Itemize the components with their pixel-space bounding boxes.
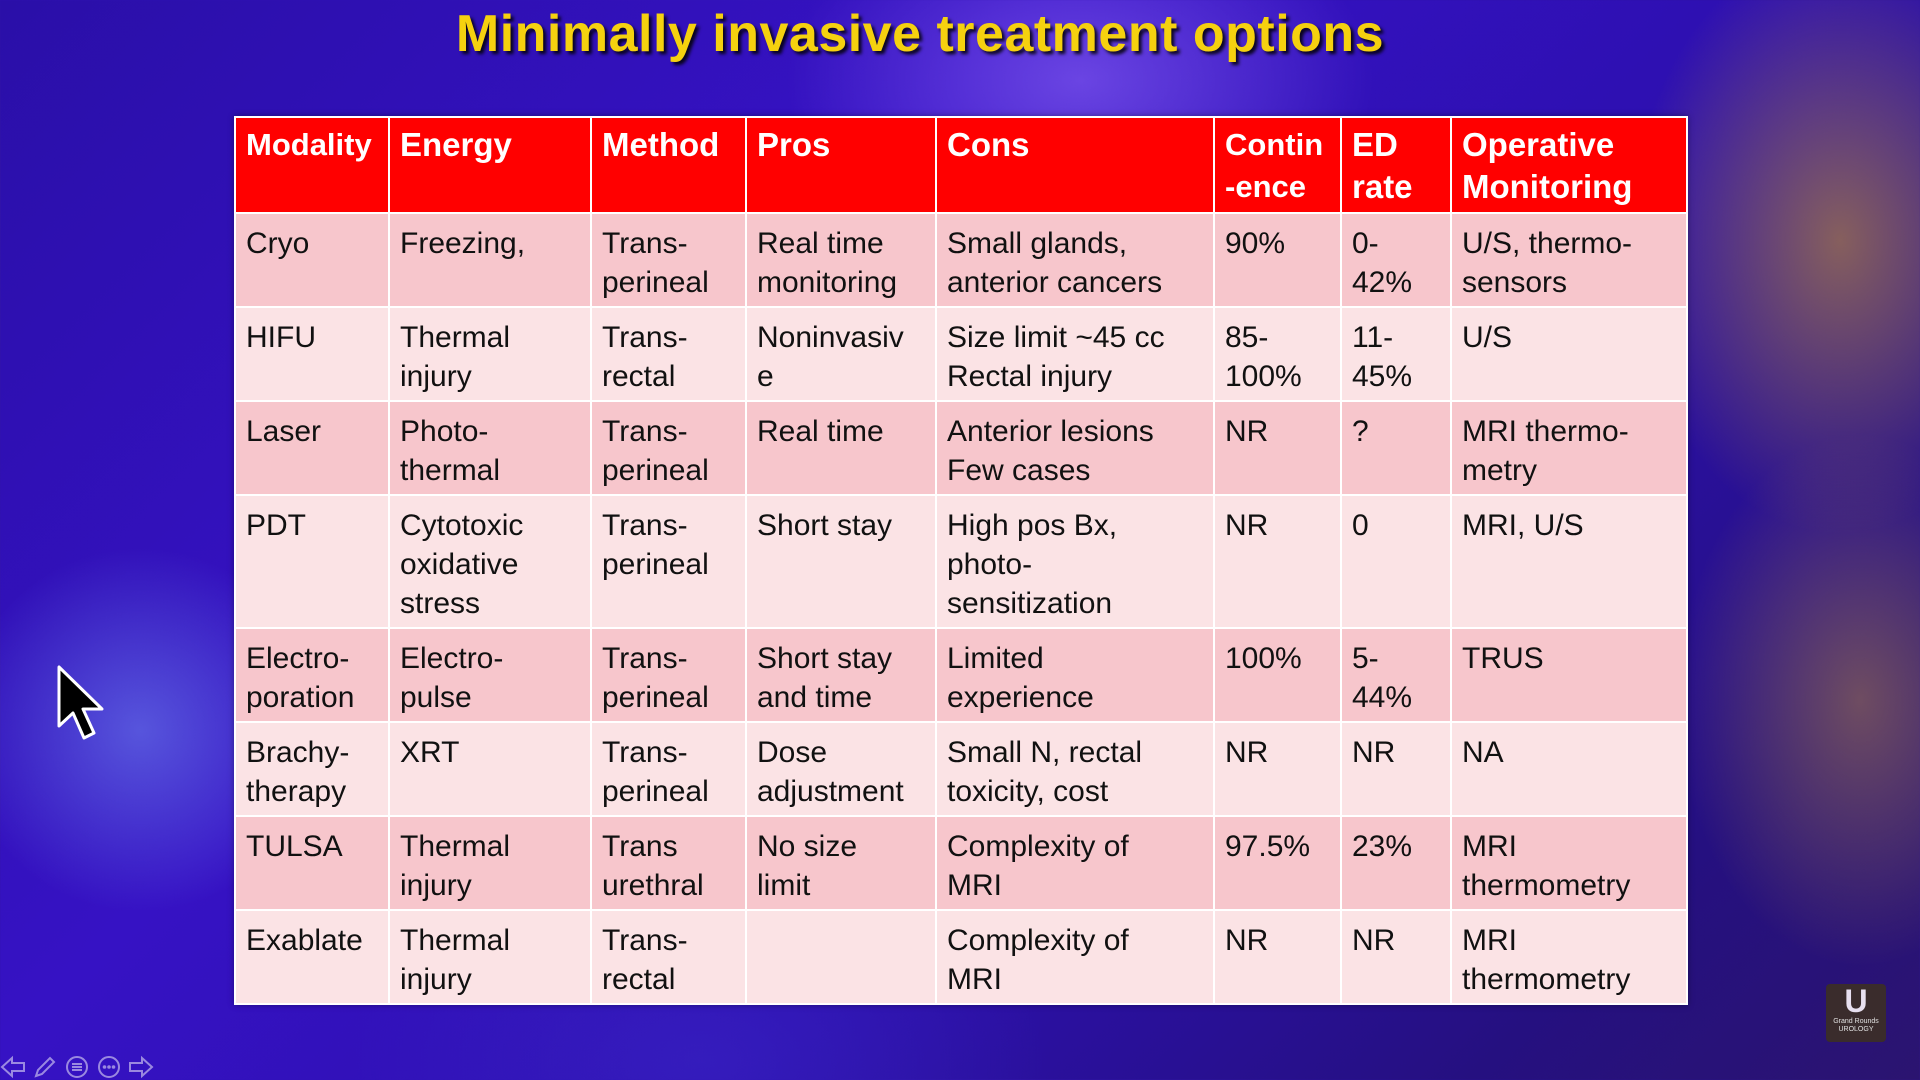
cell-operative-monitoring: MRI, U/S bbox=[1450, 494, 1688, 629]
header-operative-monitoring: Operative Monitoring bbox=[1450, 116, 1688, 214]
cell-energy: XRT bbox=[388, 721, 592, 817]
back-arrow-icon[interactable] bbox=[0, 1054, 26, 1080]
table-header-row: Modality Energy Method Pros Cons Contin … bbox=[234, 116, 1688, 214]
cell-pros: Short stay bbox=[745, 494, 937, 629]
menu-icon[interactable] bbox=[64, 1054, 90, 1080]
table-row: PDT Cytotoxic oxidative stress Trans- peri… bbox=[234, 494, 1688, 629]
cell-pros: No size limit bbox=[745, 815, 937, 911]
slide-title: Minimally invasive treatment options bbox=[455, 5, 1385, 63]
slideshow-nav-bar bbox=[0, 1054, 154, 1080]
table-row: Cryo Freezing, Trans- perineal Real time mo… bbox=[234, 212, 1688, 308]
cell-operative-monitoring: TRUS bbox=[1450, 627, 1688, 723]
header-pros: Pros bbox=[745, 116, 937, 214]
header-energy: Energy bbox=[388, 116, 592, 214]
cell-cons: Size limit ~45 cc Rectal injury bbox=[935, 306, 1215, 402]
options-icon[interactable] bbox=[96, 1054, 122, 1080]
cell-energy: Photo- thermal bbox=[388, 400, 592, 496]
treatment-options-table: Modality Energy Method Pros Cons Contin … bbox=[234, 116, 1688, 1005]
cell-operative-monitoring: U/S, thermo- sensors bbox=[1450, 212, 1688, 308]
urology-logo: U Grand Rounds UROLOGY bbox=[1826, 984, 1886, 1042]
cell-continence: 90% bbox=[1213, 212, 1342, 308]
cell-continence: 100% bbox=[1213, 627, 1342, 723]
cell-operative-monitoring: U/S bbox=[1450, 306, 1688, 402]
cell-continence: NR bbox=[1213, 909, 1342, 1005]
cell-energy: Cytotoxic oxidative stress bbox=[388, 494, 592, 629]
cell-ed-rate: NR bbox=[1340, 721, 1452, 817]
cell-continence: NR bbox=[1213, 400, 1342, 496]
cell-cons: Complexity of MRI bbox=[935, 815, 1215, 911]
cell-pros: Noninvasiv e bbox=[745, 306, 937, 402]
cell-modality: Exablate bbox=[234, 909, 390, 1005]
cell-modality: Laser bbox=[234, 400, 390, 496]
cell-continence: NR bbox=[1213, 721, 1342, 817]
cell-cons: Anterior lesions Few cases bbox=[935, 400, 1215, 496]
cell-method: Trans- perineal bbox=[590, 212, 747, 308]
cell-operative-monitoring: MRI thermometry bbox=[1450, 909, 1688, 1005]
table-row: Laser Photo- thermal Trans- perineal Real t… bbox=[234, 400, 1688, 496]
table-row: Exablate Thermal injury Trans- rectal Compl… bbox=[234, 909, 1688, 1005]
table-row: TULSA Thermal injury Trans urethral No size… bbox=[234, 815, 1688, 911]
cell-continence: 97.5% bbox=[1213, 815, 1342, 911]
cell-method: Trans- perineal bbox=[590, 494, 747, 629]
cell-continence: 85- 100% bbox=[1213, 306, 1342, 402]
cell-modality: Cryo bbox=[234, 212, 390, 308]
table-body: Cryo Freezing, Trans- perineal Real time mo… bbox=[234, 212, 1688, 1005]
logo-letter: U bbox=[1844, 983, 1868, 1019]
cell-cons: Complexity of MRI bbox=[935, 909, 1215, 1005]
cell-ed-rate: ? bbox=[1340, 400, 1452, 496]
cell-operative-monitoring: MRI thermo- metry bbox=[1450, 400, 1688, 496]
mouse-pointer-icon bbox=[57, 665, 104, 740]
table-row: HIFU Thermal injury Trans- rectal Noninvasi… bbox=[234, 306, 1688, 402]
cell-modality: TULSA bbox=[234, 815, 390, 911]
forward-arrow-icon[interactable] bbox=[128, 1054, 154, 1080]
cell-method: Trans- perineal bbox=[590, 400, 747, 496]
cell-pros: Real time monitoring bbox=[745, 212, 937, 308]
cell-cons: Small N, rectal toxicity, cost bbox=[935, 721, 1215, 817]
cell-method: Trans- perineal bbox=[590, 721, 747, 817]
cell-modality: HIFU bbox=[234, 306, 390, 402]
cell-pros: Dose adjustment bbox=[745, 721, 937, 817]
table-row: Electro- poration Electro- pulse Trans- pe… bbox=[234, 627, 1688, 723]
cell-method: Trans- rectal bbox=[590, 909, 747, 1005]
cell-cons: Limited experience bbox=[935, 627, 1215, 723]
cell-energy: Thermal injury bbox=[388, 909, 592, 1005]
cell-continence: NR bbox=[1213, 494, 1342, 629]
pen-icon[interactable] bbox=[32, 1054, 58, 1080]
cell-cons: Small glands, anterior cancers bbox=[935, 212, 1215, 308]
cell-cons: High pos Bx, photo- sensitization bbox=[935, 494, 1215, 629]
header-ed-rate: ED rate bbox=[1340, 116, 1452, 214]
cell-modality: Brachy- therapy bbox=[234, 721, 390, 817]
header-method: Method bbox=[590, 116, 747, 214]
cell-method: Trans urethral bbox=[590, 815, 747, 911]
cell-ed-rate: 23% bbox=[1340, 815, 1452, 911]
cell-modality: PDT bbox=[234, 494, 390, 629]
cell-ed-rate: 5- 44% bbox=[1340, 627, 1452, 723]
cell-modality: Electro- poration bbox=[234, 627, 390, 723]
cell-ed-rate: NR bbox=[1340, 909, 1452, 1005]
cell-pros bbox=[745, 909, 937, 1005]
cell-energy: Electro- pulse bbox=[388, 627, 592, 723]
table-row: Brachy- therapy XRT Trans- perineal Dose ad… bbox=[234, 721, 1688, 817]
cell-ed-rate: 0- 42% bbox=[1340, 212, 1452, 308]
cell-operative-monitoring: MRI thermometry bbox=[1450, 815, 1688, 911]
header-cons: Cons bbox=[935, 116, 1215, 214]
header-modality: Modality bbox=[234, 116, 390, 214]
cell-energy: Thermal injury bbox=[388, 815, 592, 911]
logo-caption: Grand Rounds UROLOGY bbox=[1833, 1018, 1879, 1033]
cell-pros: Short stay and time bbox=[745, 627, 937, 723]
cell-ed-rate: 11- 45% bbox=[1340, 306, 1452, 402]
cell-energy: Thermal injury bbox=[388, 306, 592, 402]
cell-energy: Freezing, bbox=[388, 212, 592, 308]
cell-ed-rate: 0 bbox=[1340, 494, 1452, 629]
header-continence: Contin -ence bbox=[1213, 116, 1342, 214]
cell-operative-monitoring: NA bbox=[1450, 721, 1688, 817]
cell-method: Trans- perineal bbox=[590, 627, 747, 723]
cell-method: Trans- rectal bbox=[590, 306, 747, 402]
cell-pros: Real time bbox=[745, 400, 937, 496]
